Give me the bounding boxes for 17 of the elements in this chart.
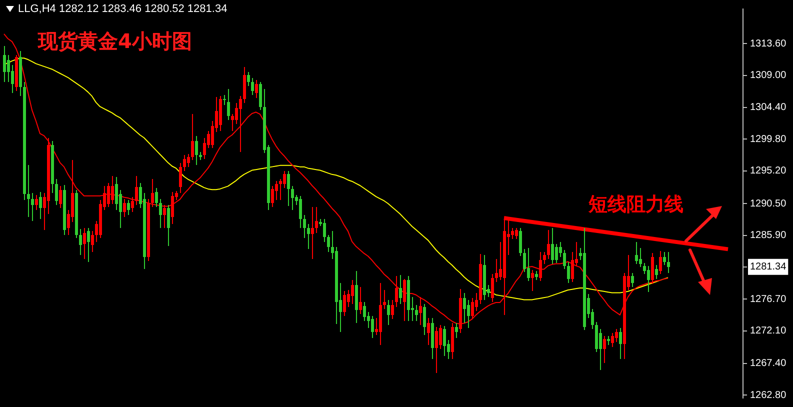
y-tick-label: 1276.70 bbox=[750, 294, 787, 305]
chart-subtitle: LLG,H4 1282.12 1283.46 1280.52 1281.34 bbox=[18, 3, 228, 15]
y-tick-label: 1281.34 bbox=[750, 262, 787, 273]
y-tick-label: 1299.80 bbox=[750, 134, 787, 145]
y-tick-label: 1285.90 bbox=[750, 230, 787, 242]
y-tick-label: 1267.40 bbox=[750, 358, 787, 370]
y-tick-label: 1295.20 bbox=[750, 166, 787, 177]
text: 现货黄金4小时图 bbox=[38, 28, 192, 55]
y-tick-label: 1304.40 bbox=[750, 102, 787, 114]
y-tick-label: 1290.50 bbox=[750, 198, 787, 210]
y-tick-label: 1313.60 bbox=[750, 38, 787, 50]
y-tick-label: 1262.80 bbox=[750, 390, 787, 401]
y-tick-label: 1309.00 bbox=[750, 70, 787, 82]
candlestick bbox=[27, 165, 30, 217]
candlestick bbox=[223, 95, 226, 105]
series-label: 短线阻力线 bbox=[588, 194, 684, 216]
y-tick-label: 1272.10 bbox=[750, 326, 787, 337]
